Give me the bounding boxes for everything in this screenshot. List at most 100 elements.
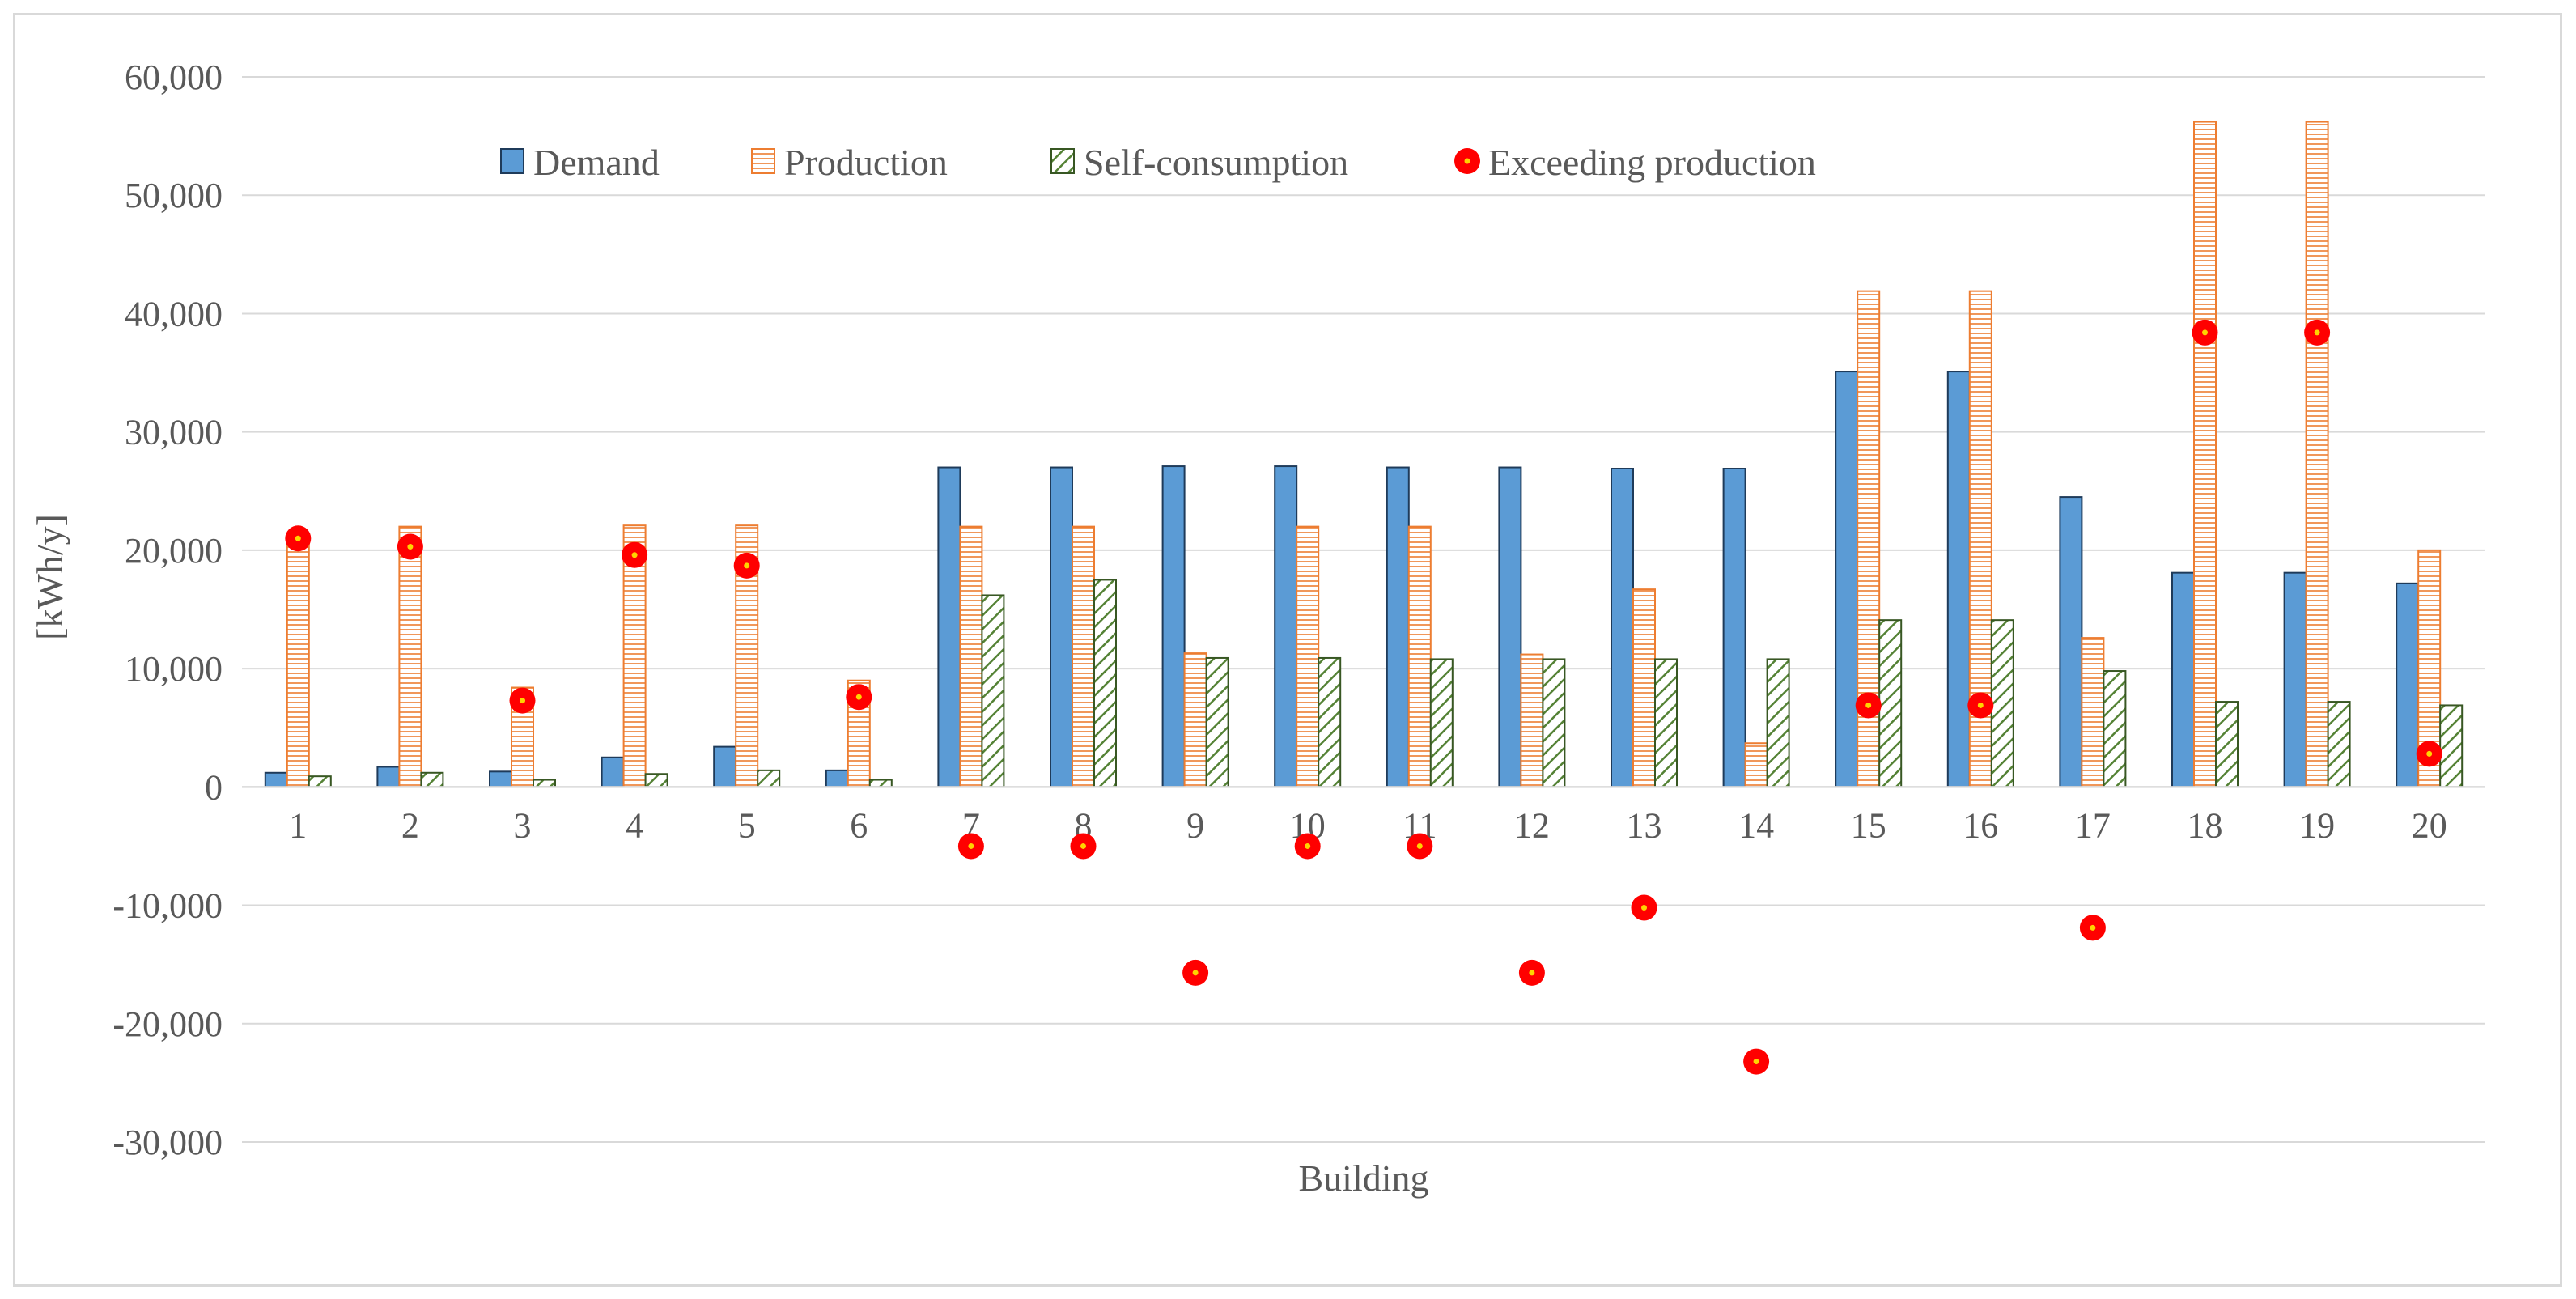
bar-self-consumption-12	[1542, 658, 1566, 788]
point-exceeding-8	[1070, 833, 1097, 860]
point-exceeding-7	[957, 833, 984, 860]
bar-self-consumption-13	[1654, 658, 1678, 788]
legend-item-exceeding-production: Exceeding production	[1454, 142, 1816, 183]
point-exceeding-4	[622, 541, 648, 568]
point-exceeding-14	[1743, 1048, 1770, 1075]
bar-production-11	[1407, 525, 1432, 788]
bars	[264, 121, 2464, 788]
bar-demand-18	[2171, 571, 2195, 788]
bar-self-consumption-17	[2103, 670, 2127, 788]
point-exceeding-9	[1182, 959, 1209, 986]
bar-demand-9	[1161, 465, 1186, 788]
legend-swatch	[500, 148, 524, 174]
point-exceeding-1	[285, 525, 312, 552]
bar-demand-4	[601, 756, 625, 788]
bar-self-consumption-7	[981, 594, 1005, 788]
bar-self-consumption-19	[2327, 701, 2351, 788]
bar-self-consumption-4	[644, 773, 668, 788]
x-axis-title: Building	[1298, 1157, 1428, 1199]
x-tick-label: 17	[2075, 805, 2111, 845]
bar-production-13	[1632, 588, 1656, 788]
chart-frame: -30,000 -20,000 -10,000 0 10,000 20,000 30,000…	[13, 13, 2562, 1287]
bar-demand-17	[2059, 496, 2083, 788]
bar-self-consumption-1	[308, 775, 332, 788]
legend-item-demand: Demand	[500, 142, 660, 183]
bar-self-consumption-14	[1766, 658, 1790, 788]
bar-self-consumption-16	[1990, 619, 2014, 788]
y-tick-label: 20,000	[125, 531, 223, 571]
legend-swatch	[1050, 148, 1075, 174]
bar-self-consumption-2	[420, 771, 444, 788]
legend-item-self-consumption: Self-consumption	[1050, 142, 1348, 183]
bar-production-10	[1296, 525, 1320, 788]
bar-demand-1	[264, 771, 288, 788]
x-tick-label: 20	[2412, 805, 2447, 845]
y-tick-label: 30,000	[125, 413, 223, 452]
legend-item-production: Production	[751, 142, 948, 183]
bar-demand-5	[713, 745, 737, 788]
bar-self-consumption-3	[533, 779, 556, 788]
x-tick-label: 4	[626, 805, 643, 845]
point-exceeding-13	[1631, 894, 1657, 921]
x-tick-label: 12	[1514, 805, 1550, 845]
x-tick-label: 15	[1851, 805, 1886, 845]
point-exceeding-17	[2079, 915, 2106, 941]
y-tick-label: 40,000	[125, 294, 223, 333]
legend-label: Demand	[533, 142, 660, 183]
bar-production-1	[286, 537, 310, 788]
legend-label: Production	[784, 142, 948, 183]
x-tick-label: 18	[2188, 805, 2223, 845]
bar-production-14	[1744, 742, 1768, 788]
bar-demand-11	[1386, 466, 1410, 788]
bar-self-consumption-18	[2215, 701, 2239, 788]
point-exceeding-20	[2416, 741, 2442, 767]
y-tick-label: 0	[205, 767, 223, 807]
point-exceeding-10	[1294, 833, 1321, 860]
bar-self-consumption-20	[2439, 704, 2464, 788]
point-exceeding-15	[1855, 692, 1882, 719]
point-exceeding-19	[2304, 319, 2331, 346]
y-tick-label: -20,000	[112, 1004, 223, 1044]
bar-demand-13	[1611, 467, 1634, 788]
bar-demand-3	[489, 770, 512, 788]
bar-self-consumption-5	[757, 769, 781, 788]
bar-demand-20	[2396, 582, 2420, 788]
x-tick-label: 9	[1186, 805, 1204, 845]
bar-demand-10	[1274, 465, 1298, 788]
exceeding-points	[285, 319, 2442, 1075]
bar-demand-8	[1050, 466, 1073, 788]
bar-production-9	[1183, 652, 1207, 788]
bar-production-17	[2081, 637, 2105, 788]
bar-production-8	[1072, 525, 1095, 788]
bar-demand-2	[376, 766, 401, 788]
bar-self-consumption-15	[1878, 619, 1903, 788]
point-exceeding-12	[1518, 959, 1545, 986]
y-tick-label: 50,000	[125, 176, 223, 215]
legend-swatch	[751, 148, 775, 174]
y-tick-label: -30,000	[112, 1123, 223, 1162]
bar-demand-12	[1498, 466, 1522, 788]
bar-self-consumption-8	[1093, 579, 1117, 788]
x-tick-label: 6	[850, 805, 868, 845]
y-tick-label: 60,000	[125, 57, 223, 97]
point-exceeding-5	[733, 552, 760, 579]
bar-demand-7	[937, 466, 961, 788]
chart-svg: -30,000 -20,000 -10,000 0 10,000 20,000 30,000…	[29, 57, 2485, 1199]
x-tick-label: 2	[401, 805, 419, 845]
bar-self-consumption-11	[1429, 658, 1454, 788]
point-exceeding-2	[397, 533, 423, 560]
gridlines	[242, 76, 2485, 1143]
legend-label: Exceeding production	[1488, 142, 1816, 183]
x-tick-label: 16	[1963, 805, 1998, 845]
bar-production-12	[1520, 653, 1544, 788]
legend-label: Self-consumption	[1084, 142, 1348, 183]
bar-self-consumption-10	[1318, 656, 1342, 788]
x-axis-ticks: 1 2 3 4 5 6 7 8 9 10 11 12 13 14 15 16 17 18 19 20	[289, 805, 2447, 845]
point-exceeding-3	[509, 687, 536, 714]
legend: Demand Production Self-consumption Exceedin…	[500, 142, 1816, 183]
bar-demand-6	[825, 769, 849, 788]
bar-demand-16	[1946, 371, 1971, 788]
y-axis-ticks: -30,000 -20,000 -10,000 0 10,000 20,000 30,000…	[112, 57, 223, 1162]
bar-demand-15	[1835, 371, 1859, 788]
bar-production-19	[2305, 121, 2329, 788]
